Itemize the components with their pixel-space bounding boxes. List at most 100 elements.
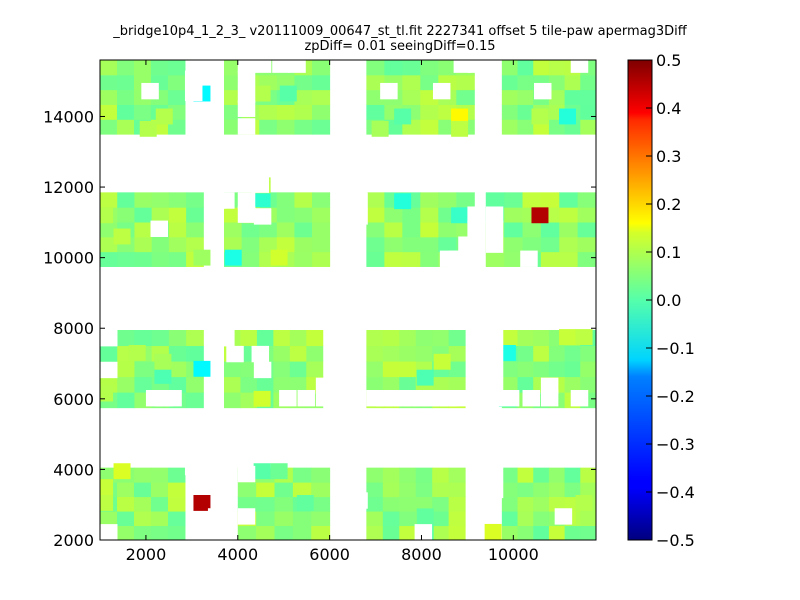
heatmap-cell <box>548 482 566 498</box>
heatmap-cell <box>134 251 153 267</box>
heatmap-cell <box>292 467 312 483</box>
heatmap-cell <box>150 496 169 512</box>
heatmap-cell <box>399 361 417 378</box>
heatmap-cell <box>501 482 519 498</box>
colorbar-tick-label: 0.2 <box>656 195 681 214</box>
heatmap-cell <box>274 482 294 498</box>
heatmap-cell <box>548 467 566 483</box>
heatmap-cell-highlight <box>193 360 211 377</box>
heatmap-cell <box>366 361 384 378</box>
heatmap-cell <box>151 192 170 208</box>
heatmap-cell <box>224 104 243 120</box>
heatmap-cell <box>366 192 385 208</box>
heatmap-cell <box>186 236 204 253</box>
heatmap-cell <box>273 330 291 347</box>
heatmap-cell <box>168 236 187 253</box>
heatmap-gap <box>141 82 159 100</box>
heatmap-cell <box>151 207 170 223</box>
heatmap-cell <box>415 467 433 483</box>
heatmap-gap <box>380 82 398 100</box>
heatmap-cell <box>150 525 169 540</box>
heatmap-cell <box>366 236 385 253</box>
heatmap-cell <box>533 60 550 76</box>
heatmap-cell <box>224 376 241 393</box>
heatmap-cell <box>533 345 550 362</box>
y-tick-label: 14000 <box>43 107 94 126</box>
heatmap-gap <box>253 361 272 379</box>
heatmap-gap <box>217 192 235 209</box>
y-tick-label: 4000 <box>53 460 94 479</box>
heatmap-gap <box>237 118 256 135</box>
heatmap-cell <box>501 60 519 76</box>
heatmap-cell <box>399 376 417 393</box>
heatmap-cell <box>501 119 519 135</box>
heatmap-cell <box>274 496 294 512</box>
heatmap-cell <box>580 74 596 91</box>
heatmap-cell <box>276 119 295 135</box>
heatmap-cell <box>402 74 421 91</box>
heatmap-cell-highlight <box>100 495 114 511</box>
heatmap-cell <box>533 525 550 540</box>
heatmap-cell <box>133 482 152 498</box>
heatmap-cell <box>580 119 596 135</box>
heatmap-cell <box>399 496 417 512</box>
heatmap-cell-highlight <box>416 508 434 525</box>
heatmap-cell <box>533 467 550 483</box>
x-tick-label: 10000 <box>488 545 539 564</box>
heatmap-cell <box>150 60 169 76</box>
heatmap-gap <box>100 524 118 540</box>
heatmap-cell <box>456 74 475 91</box>
heatmap-cell <box>294 251 313 267</box>
heatmap-cell <box>415 345 433 362</box>
heatmap-cell-highlight <box>154 367 172 384</box>
heatmap-cell <box>312 89 331 105</box>
heatmap-cell <box>501 511 519 527</box>
heatmap-cell <box>517 89 534 105</box>
heatmap-gap <box>207 508 226 525</box>
heatmap-cell-highlight <box>155 108 173 125</box>
heatmap-cell <box>501 104 519 120</box>
heatmap-gap <box>485 377 504 395</box>
heatmap-cell <box>432 376 450 393</box>
heatmap-cell-highlight <box>154 353 172 370</box>
heatmap-gap <box>251 176 270 193</box>
heatmap-cell-highlight <box>100 385 114 402</box>
heatmap-cell <box>237 496 257 512</box>
heatmap-cell <box>274 511 294 527</box>
heatmap-cell <box>273 361 291 378</box>
heatmap-cell <box>276 207 295 223</box>
heatmap-gap <box>596 56 613 72</box>
heatmap-cell <box>276 192 295 208</box>
heatmap-cell <box>100 236 118 253</box>
heatmap-gap <box>485 481 504 499</box>
heatmap-cell <box>517 496 534 512</box>
heatmap-cell <box>117 192 135 208</box>
heatmap-cell <box>402 207 421 223</box>
heatmap-cell <box>533 496 550 512</box>
heatmap-cell-highlight <box>128 345 146 361</box>
heatmap-cell <box>168 192 187 208</box>
heatmap-cell <box>224 74 243 91</box>
heatmap-cell <box>134 192 153 208</box>
heatmap-cell <box>133 511 152 527</box>
heatmap-cell <box>448 361 466 378</box>
heatmap-cell <box>294 119 313 135</box>
heatmap-cell <box>289 376 307 393</box>
heatmap-cell <box>240 330 258 347</box>
heatmap-gap <box>184 84 203 102</box>
heatmap-cell <box>366 467 384 483</box>
heatmap-gap <box>288 60 306 73</box>
heatmap-cell <box>485 192 505 208</box>
heatmap-cell <box>432 525 450 540</box>
heatmap-gap <box>570 390 589 407</box>
heatmap-cell <box>134 361 153 378</box>
heatmap-gap <box>297 390 315 407</box>
heatmap-cell-highlight <box>531 207 549 224</box>
heatmap-cell <box>289 345 307 362</box>
heatmap-cell-highlight <box>100 207 114 224</box>
heatmap-cell <box>382 511 400 527</box>
heatmap-cell <box>485 251 505 267</box>
heatmap-cell <box>580 376 596 393</box>
colorbar-tick-label: 0.5 <box>656 51 681 70</box>
